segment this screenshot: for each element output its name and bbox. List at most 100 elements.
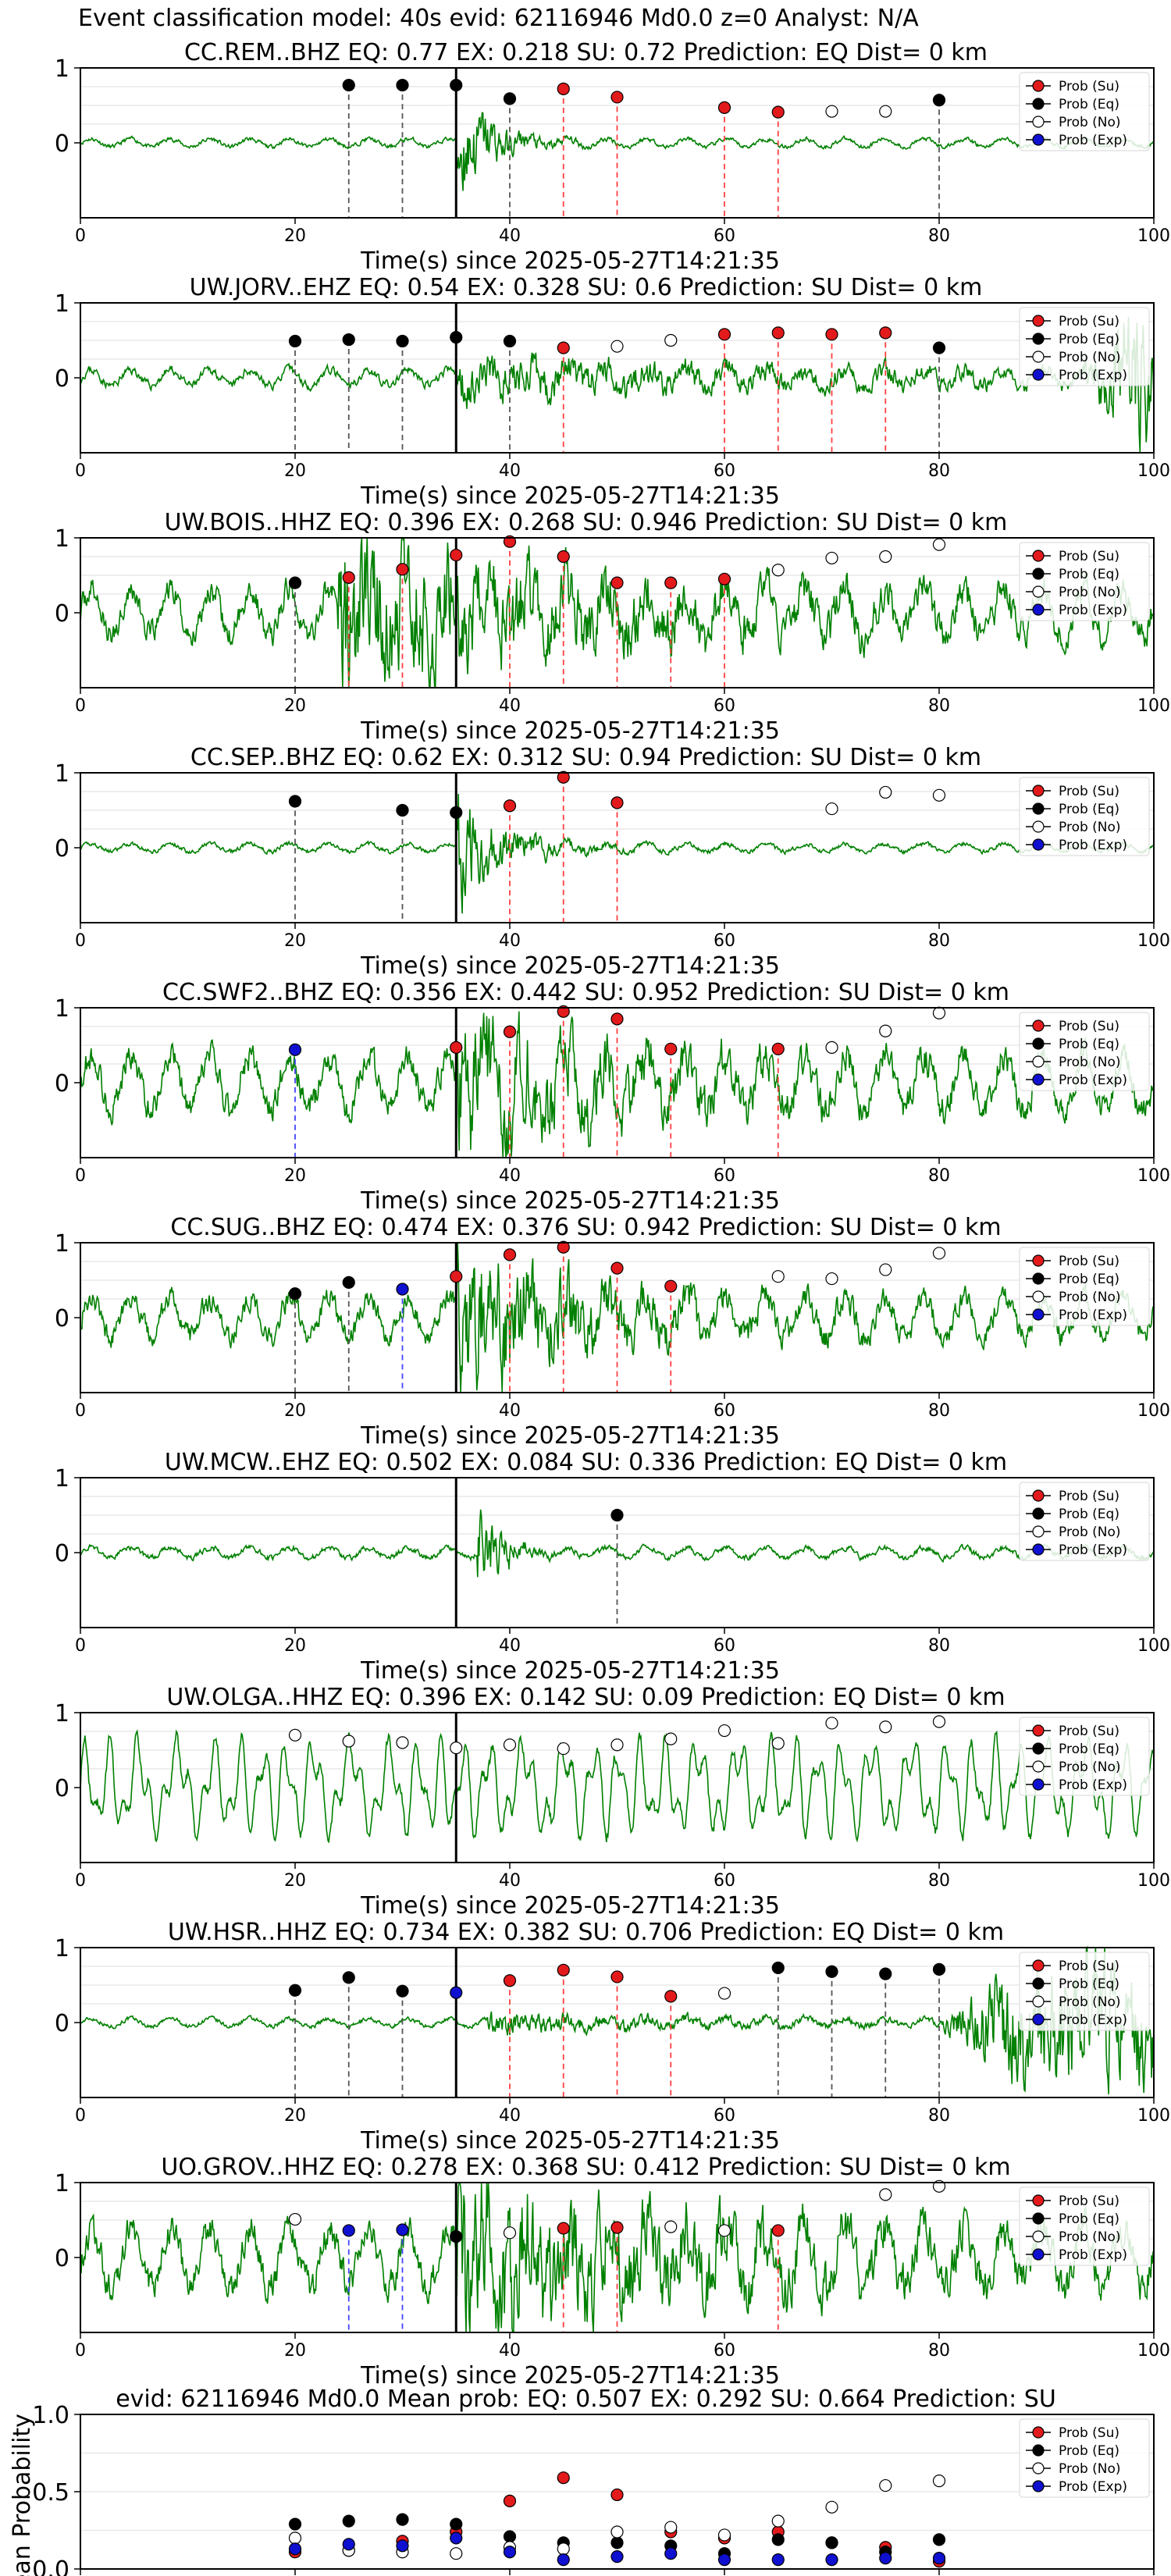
data-point-eq [771,1961,785,1975]
x-tick-label: 80 [928,2106,950,2126]
mean-point-eq [503,2530,517,2543]
y-tick-label: 0 [55,130,69,158]
legend-box [1019,1247,1150,1326]
data-point-no [717,1724,731,1738]
x-tick-label: 40 [499,461,521,481]
x-tick-label: 60 [714,1166,735,1186]
legend-marker-eq [1032,568,1045,580]
waveform-trace [80,1011,1155,1158]
data-point-no [771,564,785,577]
legend-label: Prob (Su) [1059,314,1119,329]
x-tick-label: 0 [75,2341,86,2361]
legend-label: Prob (Eq) [1059,1976,1119,1992]
legend-marker-eq [1032,1977,1045,1990]
legend-marker-eq [1032,1742,1045,1755]
legend-marker-su [1032,1724,1045,1737]
mean-point-su [557,2471,570,2485]
mean-point-exp [717,2553,731,2567]
subplot-title: CC.SWF2..BHZ EQ: 0.356 EX: 0.442 SU: 0.9… [162,979,1009,1006]
mean-point-exp [288,2542,302,2556]
mean-point-no [932,2475,946,2488]
x-tick-label: 20 [284,696,306,716]
legend-label: Prob (Eq) [1059,2211,1119,2227]
data-point-no [932,1715,946,1728]
legend-label: Prob (Exp) [1059,368,1127,383]
legend-label: Prob (Eq) [1059,97,1119,112]
data-point-su [396,563,409,576]
legend-label: Prob (Exp) [1059,2479,1127,2495]
x-tick-label: 20 [284,2106,306,2126]
mean-point-no [825,2500,838,2514]
waveform-trace [80,2182,1155,2333]
y-axis-label: Mean Probability [9,2414,36,2576]
legend-box [1019,1482,1150,1561]
data-point-no [825,802,838,816]
x-tick-label: 60 [714,1401,735,1421]
legend: Prob (Su) Prob (Eq) Prob (No) Prob (Exp) [1019,542,1150,621]
y-tick-label: 0 [55,835,69,863]
data-point-su [771,1042,785,1055]
y-tick-label: 0.0 [32,2556,69,2576]
data-point-eq [288,576,302,589]
data-point-no [717,2224,731,2237]
x-tick-label: 60 [714,226,735,246]
data-point-eq [503,92,517,105]
data-point-eq [342,78,355,92]
x-tick-label: 20 [284,1636,306,1656]
x-tick-label: 20 [284,931,306,951]
data-point-su [771,105,785,119]
legend: Prob (Su) Prob (Eq) Prob (No) Prob (Exp) [1019,1952,1150,2031]
data-point-eq [288,334,302,348]
legend-label: Prob (Eq) [1059,802,1119,817]
waveform-trace [80,1729,1155,1844]
legend-label: Prob (No) [1059,1055,1121,1070]
data-point-no [342,1735,355,1748]
legend-label: Prob (Exp) [1059,2012,1127,2028]
x-tick-label: 80 [928,1166,950,1186]
x-tick-label: 100 [1137,461,1170,481]
y-tick-label: 1 [55,290,69,318]
data-point-eq [932,341,946,354]
legend-marker-no [1032,350,1045,363]
data-point-eq [450,806,463,819]
x-tick-label: 100 [1137,1401,1170,1421]
legend-label: Prob (Exp) [1059,1308,1127,1323]
legend-label: Prob (Eq) [1059,1272,1119,1287]
data-point-su [557,770,570,784]
legend-label: Prob (Su) [1059,1724,1119,1739]
data-point-su [557,1963,570,1976]
x-tick-label: 100 [1137,2341,1170,2361]
data-point-no [557,1742,570,1756]
legend-label: Prob (Eq) [1059,1507,1119,1522]
y-tick-label: 0 [55,365,69,393]
legend-label: Prob (Eq) [1059,567,1119,582]
subplot-1: CC.REM..BHZ EQ: 0.77 EX: 0.218 SU: 0.72 … [55,39,1170,275]
data-point-su [610,1012,624,1026]
legend-marker-su [1032,1254,1045,1267]
mean-point-exp [879,2552,892,2565]
y-tick-label: 0 [55,600,69,628]
data-point-no [932,2179,946,2193]
legend-marker-su [1032,80,1045,92]
data-point-su [664,1042,678,1055]
subplot-title: CC.REM..BHZ EQ: 0.77 EX: 0.218 SU: 0.72 … [184,39,988,66]
data-point-su [610,796,624,809]
x-tick-label: 100 [1137,931,1170,951]
subplot-4: CC.SEP..BHZ EQ: 0.62 EX: 0.312 SU: 0.94 … [55,744,1170,980]
data-point-eq [396,803,409,817]
x-axis-label: Time(s) since 2025-05-27T14:21:35 [360,952,780,980]
legend-marker-eq [1032,2444,1045,2457]
x-tick-label: 80 [928,2341,950,2361]
data-point-eq [825,1965,838,1978]
legend: Prob (Su) Prob (Eq) Prob (No) Prob (Exp) [1019,777,1150,856]
data-point-su [825,328,838,341]
x-axis-label: Time(s) since 2025-05-27T14:21:35 [360,1657,780,1685]
data-point-eq [342,1276,355,1289]
x-tick-label: 80 [928,226,950,246]
data-point-su [664,1990,678,2003]
data-point-su [450,1270,463,1283]
legend-marker-exp [1032,368,1045,381]
x-tick-label: 80 [928,1636,950,1656]
legend-label: Prob (No) [1059,350,1121,365]
